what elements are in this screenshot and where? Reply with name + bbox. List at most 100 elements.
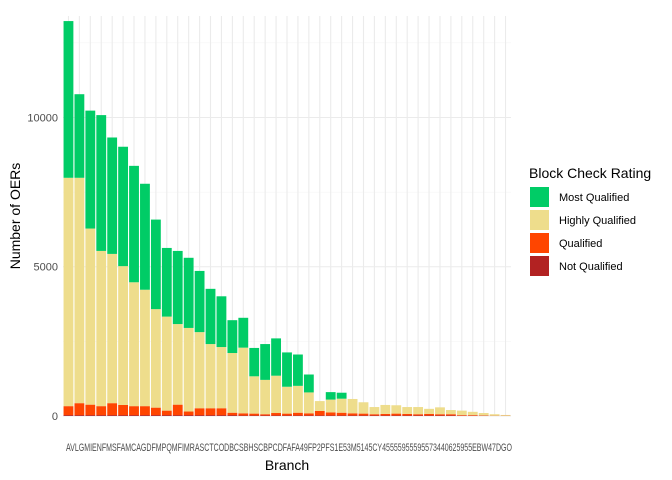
- bar-segment-not-qualified: [150, 415, 161, 416]
- legend-key-highly-qualified: [530, 210, 549, 230]
- bar-segment-highly-qualified: [161, 316, 172, 411]
- bar-segment-highly-qualified: [314, 401, 325, 411]
- bar-segment-qualified: [140, 406, 150, 416]
- bar-segment-most-qualified: [205, 288, 216, 345]
- bar-segment-not-qualified: [336, 415, 347, 416]
- bar-segment-most-qualified: [150, 219, 161, 310]
- bar-segment-highly-qualified: [227, 353, 238, 413]
- bar-segment-highly-qualified: [216, 347, 227, 409]
- bar-segment-qualified: [467, 415, 478, 416]
- bar-segment-highly-qualified: [500, 414, 511, 416]
- bar-segment-highly-qualified: [85, 228, 96, 405]
- y-tick-label: 5000: [34, 262, 58, 274]
- bar-segment-not-qualified: [161, 415, 172, 416]
- bar-segment-highly-qualified: [467, 411, 478, 416]
- legend-label: Most Qualified: [559, 192, 629, 204]
- bar-segment-not-qualified: [402, 415, 413, 416]
- bar-segment-qualified: [347, 413, 358, 416]
- bar-segment-qualified: [249, 413, 260, 416]
- bar-segment-highly-qualified: [150, 309, 161, 408]
- legend: Block Check Rating Most Qualified Highly …: [529, 165, 651, 276]
- bar-segment-not-qualified: [347, 415, 358, 416]
- bar-segment-highly-qualified: [282, 386, 292, 414]
- bar-segment-not-qualified: [183, 415, 194, 416]
- bar-segment-highly-qualified: [435, 407, 445, 415]
- y-axis-ticks: 0 5000 10000: [27, 112, 58, 423]
- bar-segment-not-qualified: [129, 415, 139, 416]
- bar-segment-highly-qualified: [271, 375, 281, 414]
- bar-segment-qualified: [63, 406, 74, 416]
- legend-key-qualified: [530, 233, 549, 253]
- bar-segment-qualified: [456, 415, 467, 416]
- bar-segment-qualified: [271, 413, 281, 416]
- bar-segment-highly-qualified: [456, 410, 467, 416]
- bar-segment-most-qualified: [227, 320, 238, 354]
- bar-segment-highly-qualified: [445, 410, 456, 415]
- bar-segment-highly-qualified: [118, 266, 129, 405]
- bar-segment-most-qualified: [63, 21, 74, 178]
- bar-segment-highly-qualified: [249, 376, 260, 414]
- bar-segment-most-qualified: [85, 110, 96, 229]
- bar-segment-not-qualified: [380, 415, 391, 416]
- bar-segment-highly-qualified: [358, 402, 369, 414]
- bar-segment-not-qualified: [424, 415, 434, 416]
- bar-segment-most-qualified: [238, 317, 249, 348]
- legend-key-most-qualified: [530, 187, 549, 207]
- x-axis-tick-labels: AVLGMIENFMSFAMCAGDFMPQMFIMRASCTCODBCSBHS…: [66, 442, 512, 454]
- bar-segment-not-qualified: [325, 415, 336, 416]
- bar-segment-highly-qualified: [303, 392, 314, 414]
- bar-segment-qualified: [161, 410, 172, 416]
- bar-segment-most-qualified: [161, 247, 172, 317]
- bar-segment-not-qualified: [172, 415, 183, 416]
- bar-segment-qualified: [205, 408, 216, 416]
- bar-segment-qualified: [96, 406, 107, 416]
- bar-segment-qualified: [129, 406, 139, 416]
- bar-segment-qualified: [424, 413, 434, 416]
- bar-segment-highly-qualified: [140, 289, 150, 407]
- bar-segment-qualified: [118, 404, 129, 416]
- bar-segment-highly-qualified: [205, 344, 216, 409]
- bar-segment-most-qualified: [96, 115, 107, 251]
- bar-segment-highly-qualified: [369, 407, 380, 415]
- bar-segment-qualified: [150, 407, 161, 416]
- bar-segment-not-qualified: [435, 415, 445, 416]
- bar-segment-qualified: [369, 414, 380, 416]
- bar-segment-highly-qualified: [293, 385, 303, 413]
- bar-segment-qualified: [194, 408, 205, 416]
- bar-segment-most-qualified: [271, 338, 281, 376]
- bar-segment-most-qualified: [129, 165, 139, 283]
- bar-segment-not-qualified: [282, 415, 292, 416]
- bar-segment-not-qualified: [205, 415, 216, 416]
- bar-segment-not-qualified: [74, 415, 85, 416]
- bar-segment-qualified: [336, 412, 347, 416]
- bar-segment-not-qualified: [96, 415, 107, 416]
- bar-segment-qualified: [216, 408, 227, 416]
- bar-segment-most-qualified: [282, 352, 292, 387]
- plot-panel: [63, 16, 511, 417]
- y-tick-label: 0: [52, 411, 58, 423]
- bar-segment-not-qualified: [238, 415, 249, 416]
- bar-segment-most-qualified: [293, 354, 303, 386]
- bar-segment-not-qualified: [413, 415, 424, 416]
- bar-segment-most-qualified: [336, 392, 347, 399]
- bar-segment-highly-qualified: [96, 250, 107, 407]
- bar-segment-highly-qualified: [413, 407, 424, 415]
- bar-segment-not-qualified: [271, 415, 281, 416]
- bar-segment-qualified: [74, 403, 85, 416]
- bar-segment-qualified: [314, 410, 325, 416]
- bar-segment-most-qualified: [183, 257, 194, 328]
- bar-segment-qualified: [303, 413, 314, 416]
- bar-segment-qualified: [402, 413, 413, 416]
- bar-segment-qualified: [260, 414, 271, 416]
- bar-segment-highly-qualified: [325, 399, 336, 413]
- bar-segment-qualified: [358, 413, 369, 416]
- bar-segment-qualified: [325, 412, 336, 416]
- bar-segment-highly-qualified: [74, 177, 85, 404]
- bar-segment-highly-qualified: [194, 332, 205, 409]
- bar-segment-not-qualified: [107, 415, 118, 416]
- bar-segment-highly-qualified: [183, 327, 194, 412]
- bar-segment-highly-qualified: [107, 253, 118, 404]
- bar-segment-highly-qualified: [391, 405, 402, 414]
- bar-segment-not-qualified: [249, 415, 260, 416]
